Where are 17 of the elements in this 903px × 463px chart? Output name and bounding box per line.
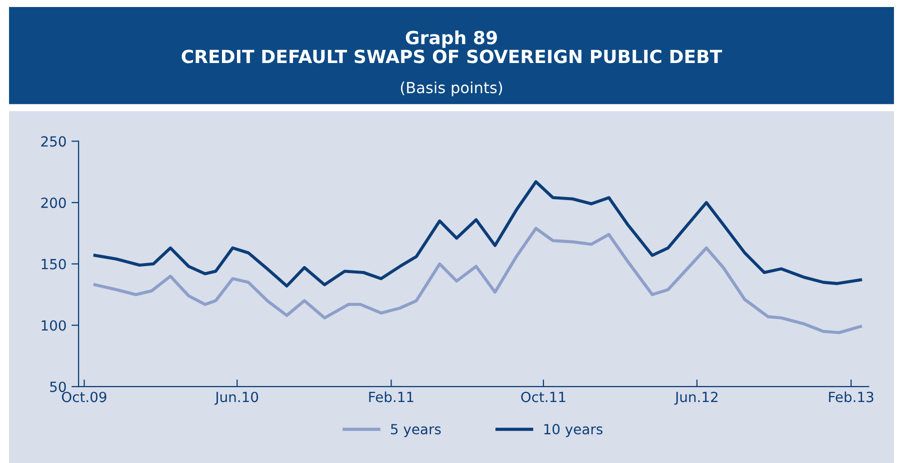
- line-series: [93, 226, 862, 334]
- chart-title: Graph 89 CREDIT DEFAULT SWAPS OF SOVEREIGN PUBLIC DEBT: [182, 30, 722, 64]
- legend-label: 10 years: [544, 424, 602, 438]
- y-tick-label: 200: [41, 198, 66, 208]
- line-series: [93, 180, 862, 288]
- y-tick-label: 100: [42, 320, 66, 331]
- y-tick-label: 250: [41, 136, 66, 147]
- x-tick-label: Feb.11: [369, 391, 414, 402]
- y-tick-label: 50: [50, 382, 66, 392]
- legend-label: 5 years: [391, 424, 441, 438]
- x-tick-label: Oct.11: [521, 392, 566, 402]
- x-tick-label: Oct.09: [62, 392, 106, 402]
- x-tick-label: Jun.12: [674, 392, 718, 405]
- chart-subtitle: (Basis points): [400, 82, 502, 96]
- x-tick-label: Jun.10: [214, 392, 258, 405]
- x-tick-label: Feb.13: [829, 391, 874, 402]
- y-tick-label: 150: [42, 258, 66, 270]
